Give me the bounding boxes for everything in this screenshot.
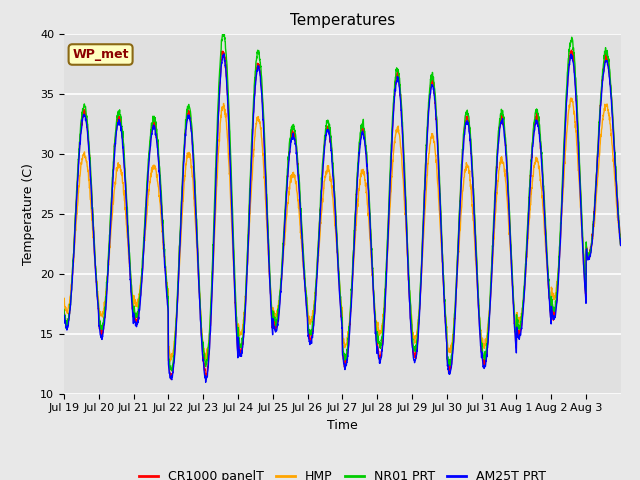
CR1000 panelT [609,127,617,133]
CR1000 panelT [568,47,575,53]
AM25T PRT [60,312,68,318]
CR1000 panelT [510,312,518,318]
CR1000 panelT [167,376,175,382]
Y-axis label: Temperature (C): Temperature (C) [22,163,35,264]
AM25T PRT [542,238,550,244]
CR1000 panelT [617,240,625,246]
X-axis label: Time: Time [327,419,358,432]
NR01 PRT [168,368,175,374]
NR01 PRT [376,341,384,347]
AM25T PRT [236,351,244,357]
NR01 PRT [542,228,550,233]
Title: Temperatures: Temperatures [290,13,395,28]
NR01 PRT [511,312,518,318]
HMP [567,95,575,101]
AM25T PRT [617,242,625,248]
CR1000 panelT [542,227,550,233]
Text: WP_met: WP_met [72,48,129,61]
NR01 PRT [60,306,68,312]
NR01 PRT [116,107,124,113]
Line: HMP: HMP [64,98,621,361]
HMP [116,164,124,170]
HMP [609,159,617,165]
Line: CR1000 panelT: CR1000 panelT [64,50,621,379]
CR1000 panelT [116,117,124,122]
CR1000 panelT [236,348,244,354]
Line: AM25T PRT: AM25T PRT [64,54,621,382]
NR01 PRT [220,28,228,34]
CR1000 panelT [60,307,68,313]
HMP [236,329,244,335]
HMP [617,242,625,248]
HMP [542,244,550,250]
AM25T PRT [376,360,384,366]
AM25T PRT [116,119,124,125]
AM25T PRT [202,379,209,385]
AM25T PRT [220,51,228,57]
HMP [510,308,518,313]
Line: NR01 PRT: NR01 PRT [64,31,621,371]
HMP [60,296,68,301]
HMP [202,359,210,364]
Legend: CR1000 panelT, HMP, NR01 PRT, AM25T PRT: CR1000 panelT, HMP, NR01 PRT, AM25T PRT [134,465,551,480]
NR01 PRT [609,122,617,128]
CR1000 panelT [376,355,384,360]
AM25T PRT [511,323,518,329]
AM25T PRT [609,130,617,135]
NR01 PRT [617,238,625,243]
HMP [376,331,384,336]
NR01 PRT [236,344,244,349]
